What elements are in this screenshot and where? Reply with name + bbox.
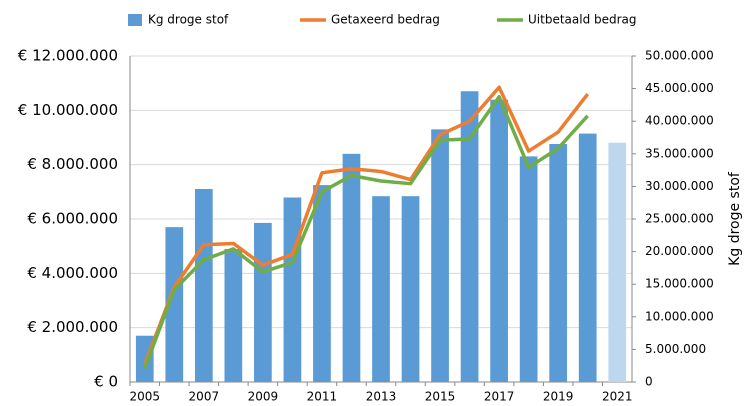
- bar: [578, 133, 597, 382]
- bar: [401, 196, 420, 382]
- bar: [254, 222, 272, 382]
- y2-tick-label: 15.000.000: [645, 277, 714, 291]
- x-tick-label: 2009: [248, 390, 279, 404]
- y-tick-label: € 6.000.000: [27, 210, 118, 228]
- bar: [608, 142, 627, 382]
- y2-tick-label: 35.000.000: [645, 146, 714, 160]
- y2-tick-label: 10.000.000: [645, 309, 714, 323]
- y2-axis-title: Kg droge stof: [727, 171, 743, 266]
- x-tick-label: 2007: [189, 390, 220, 404]
- bar: [372, 196, 390, 382]
- x-tick-label: 2013: [366, 390, 397, 404]
- bar: [460, 91, 479, 382]
- bar: [431, 129, 449, 382]
- y2-tick-label: 25.000.000: [645, 212, 714, 226]
- bar: [224, 248, 243, 382]
- bar: [165, 227, 184, 382]
- y2-tick-label: 30.000.000: [645, 179, 714, 193]
- x-tick-label: 2017: [484, 390, 515, 404]
- y2-tick-label: 5.000.000: [645, 342, 706, 356]
- y-tick-label: € 8.000.000: [27, 155, 118, 173]
- x-tick-label: 2015: [425, 390, 456, 404]
- bar: [194, 189, 213, 382]
- bar: [519, 156, 538, 382]
- y2-tick-label: 20.000.000: [645, 244, 714, 258]
- legend-swatch: [128, 14, 142, 26]
- x-tick-label: 2011: [307, 390, 338, 404]
- line: [143, 85, 590, 365]
- y2-tick-label: 45.000.000: [645, 81, 714, 95]
- x-tick-label: 2005: [129, 390, 160, 404]
- bar: [283, 197, 302, 382]
- y2-tick-label: 40.000.000: [645, 114, 714, 128]
- y2-tick-label: 50.000.000: [645, 49, 714, 63]
- bar: [313, 185, 331, 382]
- bar: [342, 153, 361, 382]
- legend-label: Kg droge stof: [148, 13, 229, 27]
- y-tick-label: € 10.000.000: [18, 101, 118, 119]
- bar: [135, 335, 154, 382]
- y-tick-label: € 4.000.000: [27, 264, 118, 282]
- legend-label: Uitbetaald bedrag: [528, 13, 637, 27]
- y-tick-label: € 2.000.000: [27, 318, 118, 336]
- line: [143, 95, 590, 370]
- y-tick-label: € 0: [94, 373, 118, 391]
- legend-label: Getaxeerd bedrag: [331, 13, 440, 27]
- x-tick-label: 2019: [543, 390, 574, 404]
- x-tick-label: 2021: [602, 390, 633, 404]
- y2-tick-label: 0: [645, 375, 653, 389]
- bar: [490, 99, 508, 383]
- y-tick-label: € 12.000.000: [18, 47, 118, 65]
- bar: [549, 144, 568, 382]
